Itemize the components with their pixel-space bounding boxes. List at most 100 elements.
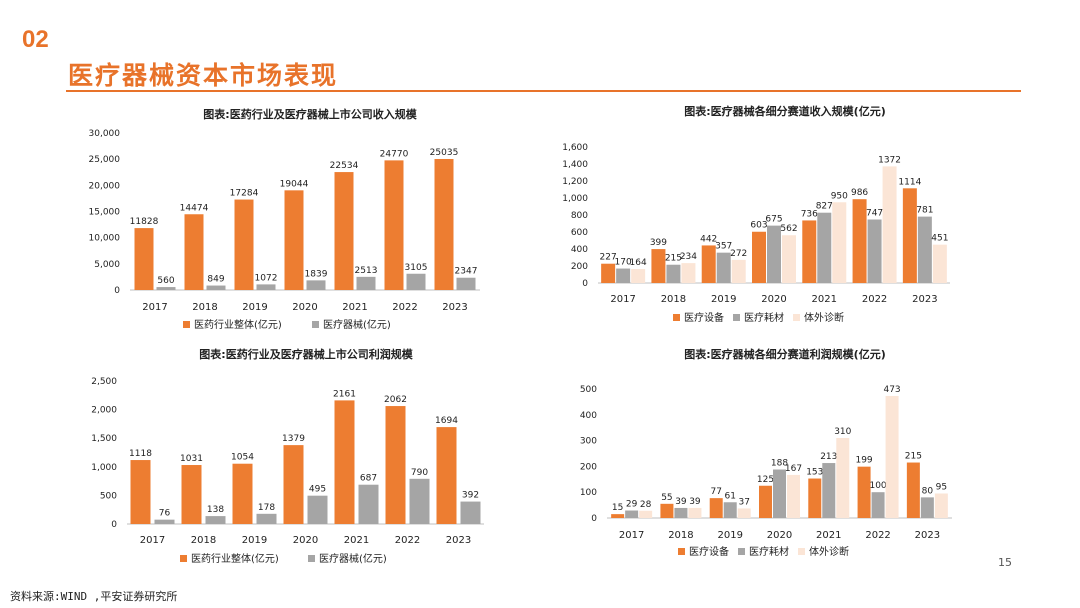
x-tick-label: 2018 bbox=[192, 302, 217, 313]
y-tick-label: 500 bbox=[100, 491, 117, 501]
x-tick-label: 2019 bbox=[711, 294, 736, 305]
bar-1 bbox=[902, 188, 917, 283]
data-label: 675 bbox=[765, 215, 782, 225]
bar-2 bbox=[666, 264, 681, 283]
legend-swatch bbox=[308, 555, 315, 562]
bar-1 bbox=[601, 263, 616, 283]
data-label: 77 bbox=[710, 487, 721, 497]
y-tick-label: 0 bbox=[114, 286, 120, 296]
bar-1 bbox=[134, 228, 154, 290]
x-tick-label: 2019 bbox=[242, 535, 267, 546]
data-label: 11828 bbox=[130, 217, 159, 227]
legend-swatch bbox=[678, 548, 685, 555]
bar-2 bbox=[256, 513, 277, 524]
bar-2 bbox=[206, 285, 226, 290]
data-label: 1118 bbox=[129, 449, 152, 459]
data-label: 451 bbox=[931, 234, 948, 244]
bar-1 bbox=[857, 466, 871, 518]
data-label: 473 bbox=[883, 385, 900, 395]
bar-1 bbox=[181, 465, 202, 524]
data-label: 19044 bbox=[280, 179, 309, 189]
legend-swatch bbox=[183, 321, 190, 328]
y-tick-label: 2,000 bbox=[91, 406, 117, 416]
profit-chart-segments: 图表:医疗器械各细分赛道利润规模(亿元) 0 100 200 300 400 500 15 29… bbox=[580, 347, 952, 558]
chart-title: 图表:医疗器械各细分赛道收入规模(亿元) bbox=[684, 104, 885, 118]
x-tick-label: 2022 bbox=[392, 302, 417, 313]
data-label: 849 bbox=[207, 275, 224, 285]
bar-2 bbox=[205, 516, 226, 524]
bar-3 bbox=[787, 474, 800, 518]
data-label: 153 bbox=[806, 468, 823, 478]
y-tick-label: 500 bbox=[580, 385, 597, 395]
bar-1 bbox=[384, 160, 404, 290]
data-label: 950 bbox=[831, 191, 848, 201]
data-label: 392 bbox=[462, 491, 479, 501]
data-label: 736 bbox=[801, 209, 818, 219]
y-tick-label: 0 bbox=[591, 514, 597, 524]
data-label: 29 bbox=[626, 500, 638, 510]
y-tick-label: 200 bbox=[571, 262, 588, 272]
data-label: 164 bbox=[630, 258, 647, 268]
x-tick-label: 2023 bbox=[442, 302, 467, 313]
y-tick-label: 1,000 bbox=[562, 194, 588, 204]
legend-label: 医疗设备 bbox=[684, 311, 724, 324]
bar-2 bbox=[406, 273, 426, 290]
data-label: 827 bbox=[816, 202, 833, 212]
bar-3 bbox=[832, 202, 847, 283]
section-number: 02 bbox=[22, 26, 49, 53]
bar-1 bbox=[434, 158, 454, 290]
data-label: 747 bbox=[866, 209, 883, 219]
data-label: 2347 bbox=[455, 267, 478, 277]
bar-2 bbox=[716, 252, 731, 283]
x-tick-label: 2023 bbox=[915, 530, 940, 541]
bar-1 bbox=[906, 462, 920, 518]
bar-3 bbox=[688, 507, 702, 518]
data-label: 61 bbox=[724, 491, 735, 501]
x-tick-label: 2023 bbox=[912, 294, 937, 305]
data-label: 39 bbox=[689, 497, 701, 507]
bar-3 bbox=[681, 263, 696, 283]
data-label: 28 bbox=[640, 500, 652, 510]
data-label: 215 bbox=[665, 254, 682, 264]
data-label: 1694 bbox=[435, 416, 458, 426]
bar-3 bbox=[782, 235, 796, 283]
x-tick-label: 2021 bbox=[816, 530, 841, 541]
legend-swatch bbox=[733, 314, 740, 321]
y-tick-label: 1,500 bbox=[91, 434, 117, 444]
x-tick-label: 2022 bbox=[395, 535, 420, 546]
bar-2 bbox=[773, 469, 786, 518]
bar-1 bbox=[385, 406, 406, 524]
bar-1 bbox=[759, 485, 772, 518]
bar-2 bbox=[154, 519, 175, 524]
x-tick-label: 2021 bbox=[812, 294, 837, 305]
data-label: 2062 bbox=[384, 395, 407, 405]
data-label: 227 bbox=[600, 253, 617, 263]
x-tick-label: 2019 bbox=[717, 530, 742, 541]
chart-title: 图表:医药行业及医疗器械上市公司收入规模 bbox=[203, 107, 417, 121]
bar-2 bbox=[307, 495, 328, 524]
legend-label: 医药行业整体(亿元) bbox=[194, 318, 282, 331]
x-tick-label: 2017 bbox=[610, 294, 635, 305]
bar-3 bbox=[631, 269, 646, 283]
data-label: 178 bbox=[258, 503, 275, 513]
bar-2 bbox=[723, 502, 737, 518]
data-label: 1054 bbox=[231, 453, 254, 463]
bar-2 bbox=[409, 478, 430, 524]
y-tick-label: 400 bbox=[580, 411, 597, 421]
x-tick-label: 2022 bbox=[865, 530, 890, 541]
y-tick-label: 10,000 bbox=[89, 234, 121, 244]
data-label: 55 bbox=[661, 493, 672, 503]
data-label: 2161 bbox=[333, 389, 356, 399]
x-tick-label: 2020 bbox=[767, 530, 792, 541]
bar-1 bbox=[660, 503, 674, 518]
legend-label: 体外诊断 bbox=[809, 545, 849, 558]
y-tick-label: 1,000 bbox=[91, 463, 117, 473]
data-label: 1839 bbox=[305, 269, 328, 279]
profit-chart-industry: 图表:医药行业及医疗器械上市公司利润规模 0 500 1,000 1,500 2,000 2… bbox=[91, 347, 484, 565]
bar-3 bbox=[639, 510, 653, 518]
bar-3 bbox=[737, 508, 751, 518]
bar-1 bbox=[436, 427, 457, 524]
data-label: 76 bbox=[159, 509, 171, 519]
bar-1 bbox=[334, 400, 355, 524]
legend-label: 体外诊断 bbox=[804, 311, 844, 324]
